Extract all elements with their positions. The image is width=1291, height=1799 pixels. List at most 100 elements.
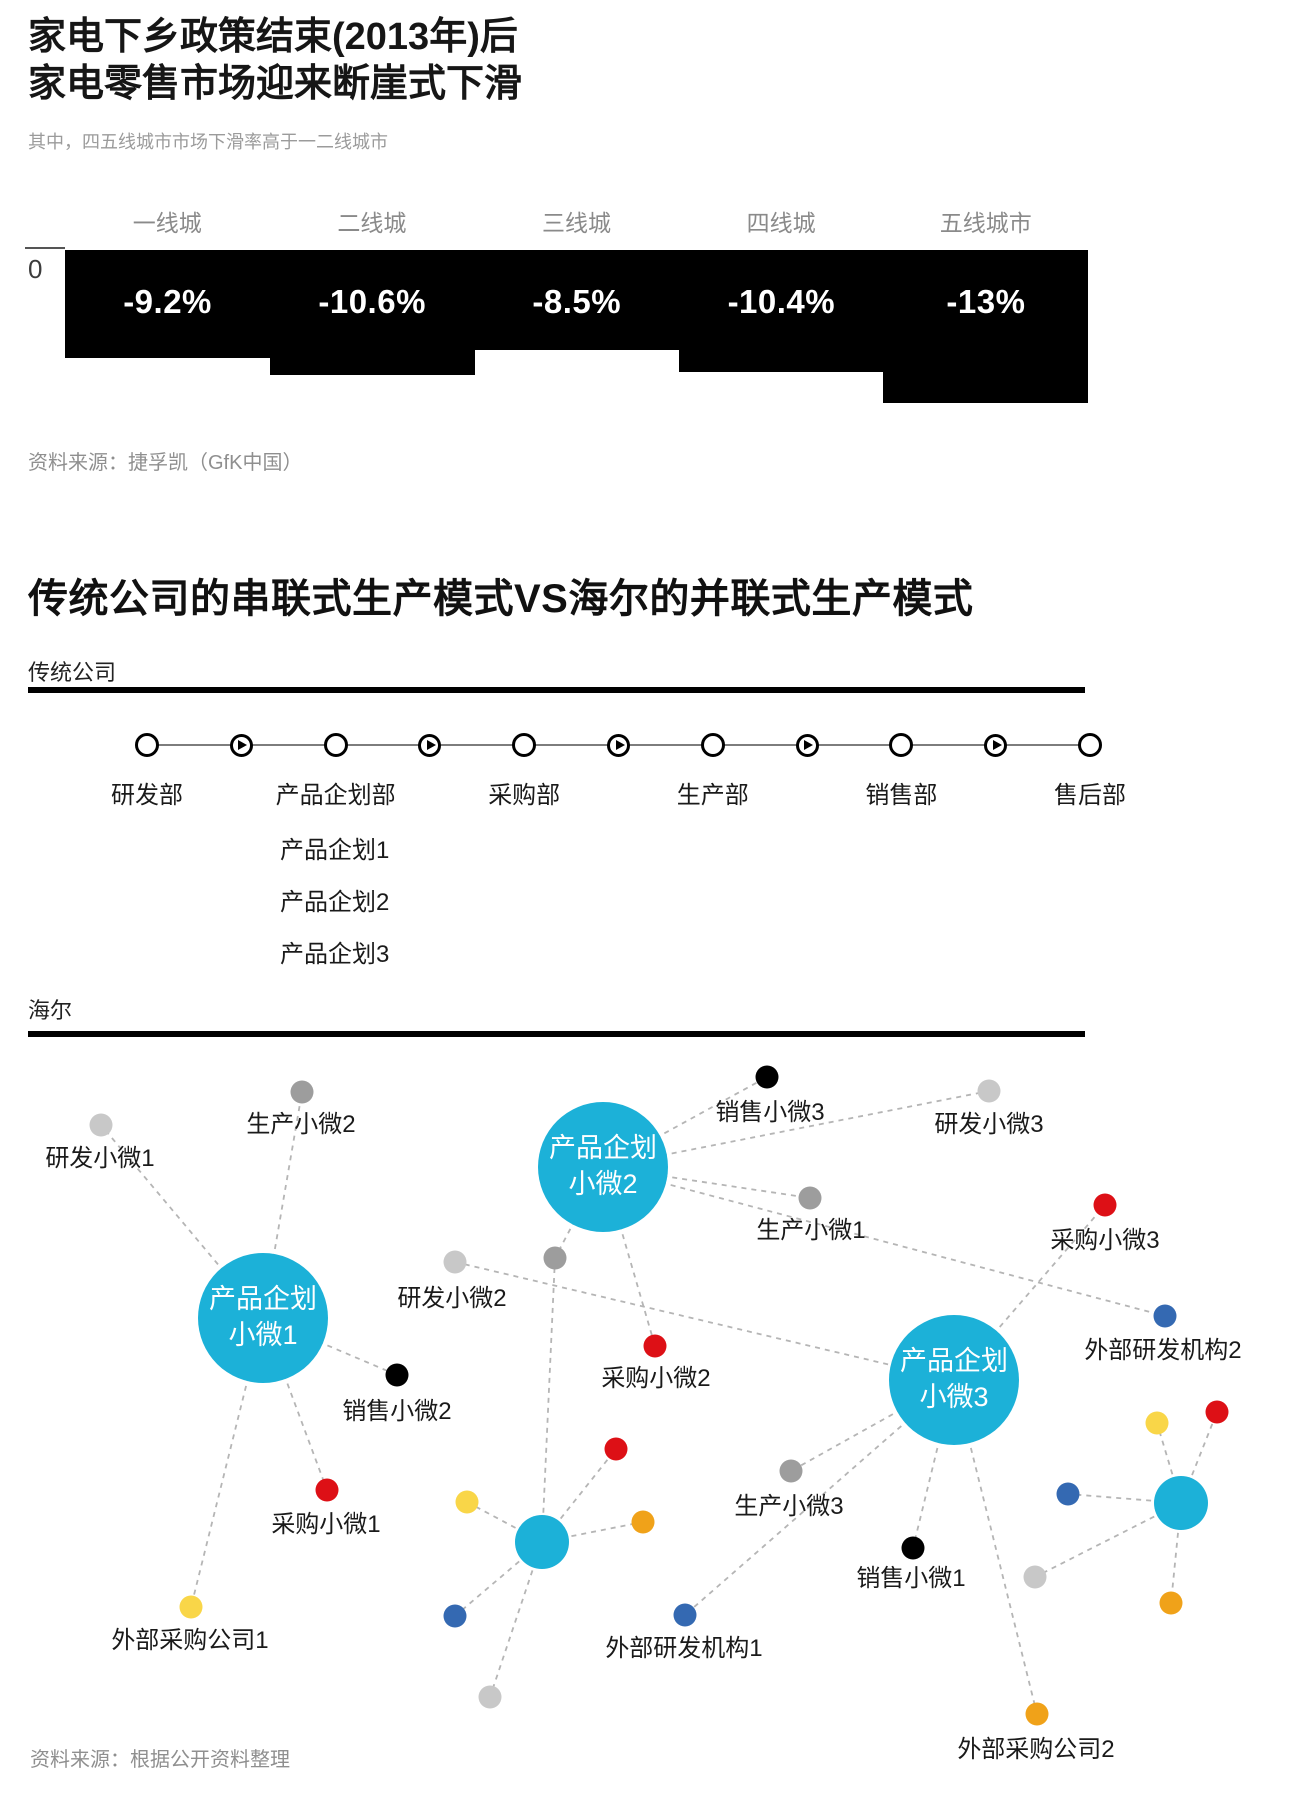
hub-label: 产品企划小微3 [844,1343,1064,1415]
mini-hub-node [1154,1476,1208,1530]
hub-label-line1: 产品企划 [900,1346,1008,1376]
bar: -10.6% [269,250,475,375]
network-node [443,1250,467,1274]
node-label: 外部研发机构2 [1084,1337,1242,1364]
node-label: 销售小微3 [715,1099,825,1126]
node-label: 采购小微2 [601,1365,711,1392]
node-label: 销售小微2 [342,1398,452,1425]
bar-category-label: 三线城 [541,210,611,236]
flow-arrow-icon [795,733,819,757]
bar-category-label: 四线城 [746,210,816,236]
chart-source: 资料来源：捷孚凯（GfK中国） [28,452,303,474]
node-label: 研发小微2 [397,1285,507,1312]
network-node [385,1363,409,1387]
hub-node [889,1315,1019,1445]
play-triangle-icon [238,740,248,750]
bar-value: -10.6% [318,283,426,320]
node-label: 采购小微1 [271,1511,381,1538]
network-node [643,1334,667,1358]
network-node [755,1065,779,1089]
play-triangle-icon [426,740,436,750]
network-node [901,1536,925,1560]
play-triangle-icon [804,740,814,750]
department-label: 采购部 [488,782,561,809]
traditional-label: 传统公司 [28,660,117,685]
bar-value: -10.4% [727,283,836,320]
hub-node [538,1102,668,1232]
network-node [798,1186,822,1210]
bar-category-label: 二线城 [337,210,407,236]
hub-label: 产品企划小微2 [493,1130,713,1202]
page-title-line2: 家电零售市场迎来断崖式下滑 [28,63,523,105]
network-edge [1034,1502,1182,1578]
play-triangle-icon [615,740,625,750]
network-dot [543,1246,567,1270]
planning-subitem: 产品企划3 [280,941,390,968]
network-edge [1170,1502,1182,1604]
network-node [673,1603,697,1627]
network-edge [1067,1493,1182,1504]
department-label: 生产部 [676,782,749,809]
network-node [1025,1702,1049,1726]
network-edge [489,1541,543,1698]
network-dot [1023,1565,1047,1589]
bar-category-label: 一线城 [132,210,202,236]
flow-arrow-icon [229,733,253,757]
network-edge [602,1166,1166,1317]
hub-node [198,1253,328,1383]
flow-arrow-icon [984,733,1008,757]
chart-subtitle: 其中，四五线城市市场下滑率高于一二线城市 [28,132,388,152]
network-node [779,1459,803,1483]
flow-node-circle [700,733,725,757]
bar: -10.4% [678,250,884,372]
hub-label-line1: 产品企划 [549,1133,657,1163]
haier-label: 海尔 [28,998,73,1023]
node-label: 销售小微1 [856,1565,966,1592]
hub-label-line2: 小微2 [568,1169,638,1199]
bar: -8.5% [474,250,680,350]
flow-node-circle [135,733,159,757]
network-dot [443,1604,467,1628]
node-label: 外部研发机构1 [605,1635,763,1662]
hub-label: 产品企划小微1 [153,1281,373,1353]
network-edge [953,1204,1106,1381]
haier-source: 资料来源：根据公开资料整理 [30,1749,290,1771]
network-node [1153,1304,1177,1328]
node-label: 外部采购公司1 [111,1627,269,1654]
department-label: 研发部 [111,782,183,809]
bar-value: -13% [946,283,1026,320]
bar-chart: -9.2% 一线城 -10.6% 二线城 -8.5% 三线城 -10.4% 四线城 -13% 五线… [65,210,1089,415]
hub-label-line2: 小微1 [228,1320,298,1350]
network-node [89,1113,113,1137]
network-node [315,1478,339,1502]
hub-label-line2: 小微3 [919,1382,989,1412]
flow-node-circle [512,733,537,757]
network-node [977,1079,1001,1103]
network-edge [541,1257,556,1543]
network-dot [455,1490,479,1514]
network-edge [1180,1411,1218,1504]
node-label: 生产小微1 [756,1217,866,1244]
department-label: 销售部 [865,782,938,809]
play-triangle-icon [992,740,1002,750]
zero-tick [25,247,65,249]
department-label: 产品企划部 [275,782,396,809]
node-label: 生产小微2 [246,1111,356,1138]
hub-label-line1: 产品企划 [209,1284,317,1314]
bar: -9.2% [65,250,271,358]
flow-node-circle [1078,733,1102,757]
page-title-line1: 家电下乡政策结束(2013年)后 [28,16,518,58]
network-dot [1145,1411,1169,1435]
flow-arrow-icon [418,733,442,757]
network-node [290,1080,314,1104]
flow-node-circle [323,733,348,757]
network-edge [912,1379,955,1549]
node-label: 研发小微3 [934,1111,1044,1138]
bar-value: -9.2% [123,283,212,320]
network-edge [262,1091,303,1319]
bar: -13% [883,250,1089,403]
zero-label: 0 [28,254,43,284]
network-dot [1205,1400,1229,1424]
